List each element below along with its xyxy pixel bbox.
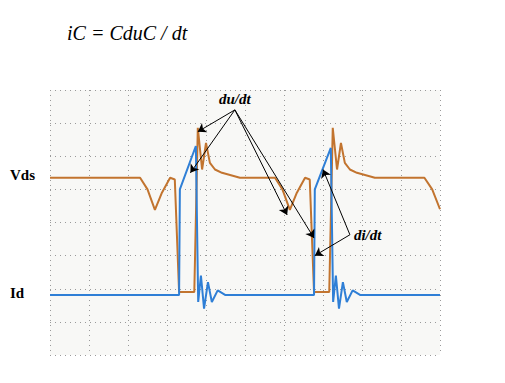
svg-text:Id: Id (10, 285, 25, 301)
svg-text:di/dt: di/dt (354, 227, 382, 243)
svg-text:Vds: Vds (10, 167, 35, 183)
svg-text:iC = CduC / dt: iC = CduC / dt (67, 22, 188, 44)
svg-text:du/dt: du/dt (219, 91, 252, 107)
